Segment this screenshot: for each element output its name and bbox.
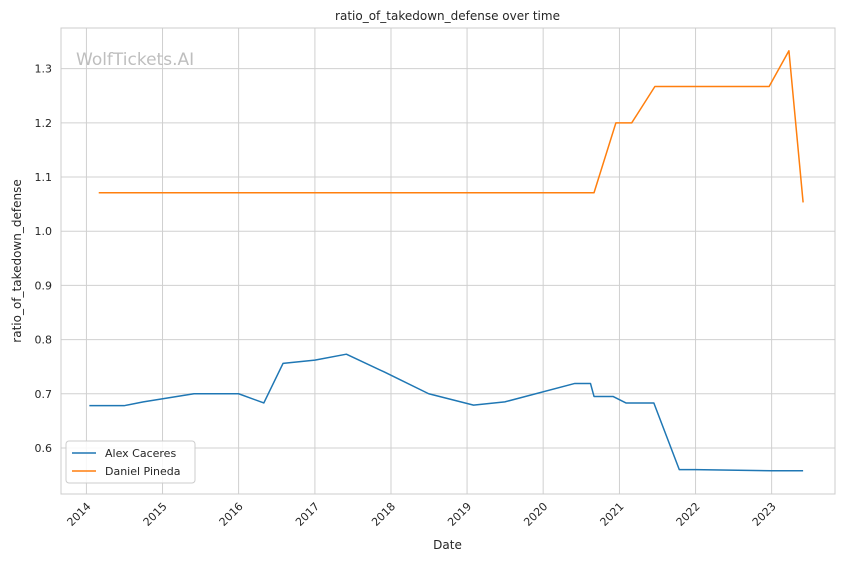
chart-title: ratio_of_takedown_defense over time [335,9,560,23]
series-line-alex-caceres [89,353,804,472]
plot-area-frame [60,27,836,495]
legend: Alex Caceres Daniel Pineda [65,440,196,484]
legend-label-alex-caceres: Alex Caceres [105,447,176,460]
series-layer [89,50,804,472]
y-tick-label: 0.6 [35,442,53,455]
legend-label-daniel-pineda: Daniel Pineda [105,465,180,478]
series-line-daniel-pineda [98,50,804,203]
y-tick-label: 1.3 [35,63,53,76]
y-tick-label: 0.8 [35,334,53,347]
y-tick-label: 1.2 [35,117,53,130]
watermark: WolfTickets.AI [76,50,194,70]
x-grid-lines [85,28,773,494]
y-tick-label: 0.9 [35,279,53,292]
y-tick-label: 1.1 [35,171,53,184]
y-tick-label: 1.0 [35,225,53,238]
y-tick-labels: 0.6 0.7 0.8 0.9 1.0 1.1 1.2 1.3 [35,63,53,455]
y-tick-label: 0.7 [35,388,53,401]
y-axis-title: ratio_of_takedown_defense [10,179,24,342]
x-axis-title: Date [433,538,462,552]
legend-box [65,440,196,484]
